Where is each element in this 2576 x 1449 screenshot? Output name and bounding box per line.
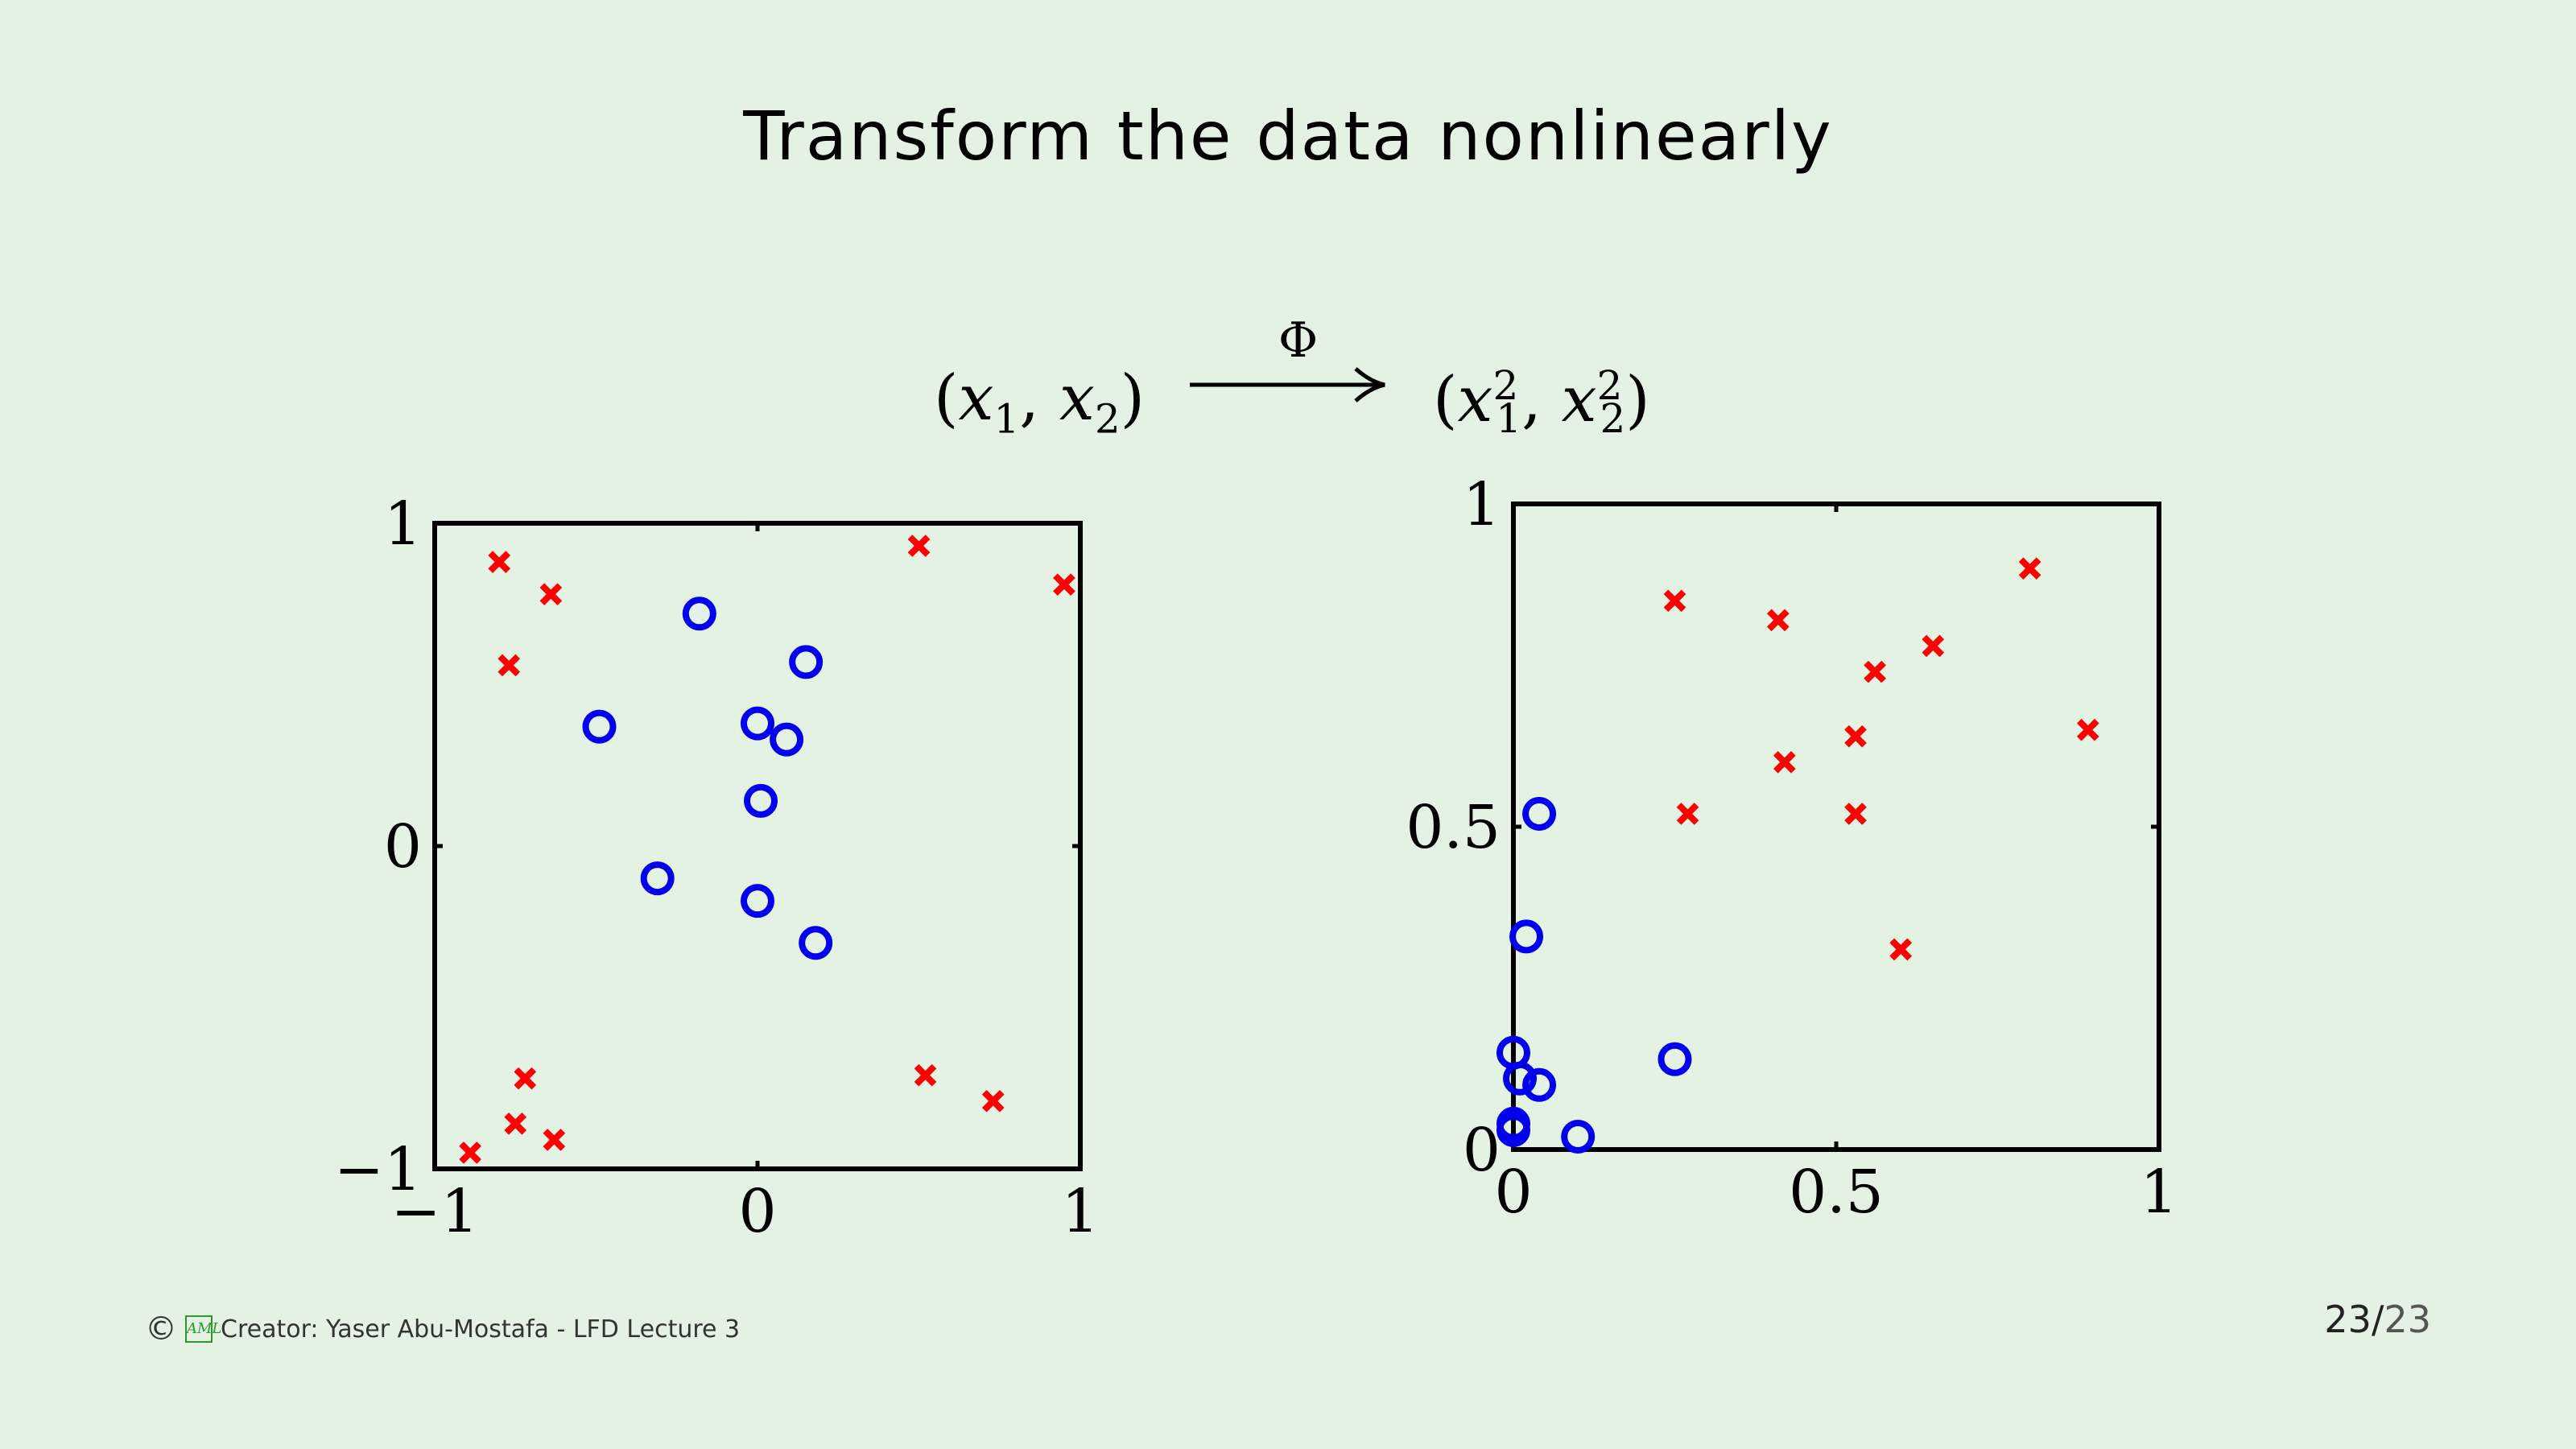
- footer-credit-text: Creator: Yaser Abu-Mostafa - LFD Lecture…: [221, 1315, 741, 1344]
- right-circle-point: [1522, 796, 1557, 831]
- right-y-tick-label: 0: [1463, 1116, 1501, 1185]
- left-y-tick-label: 0: [384, 812, 422, 881]
- right-circle-point: [1496, 1035, 1530, 1070]
- right-cross-point: [1864, 660, 1886, 683]
- right-circle-point: [1496, 1113, 1530, 1147]
- right-circle-point: [1503, 1061, 1538, 1096]
- footer-credit: © AML Creator: Yaser Abu-Mostafa - LFD L…: [145, 1311, 740, 1348]
- left-cross-point: [1053, 573, 1075, 597]
- input-space-expression: (x1, x2): [934, 362, 1146, 443]
- right-circle-point: [1496, 1106, 1530, 1141]
- right-x-tick-label: 0: [1494, 1158, 1532, 1227]
- left-circle-point: [770, 722, 804, 757]
- right-cross-point: [2076, 718, 2099, 741]
- right-circle-point: [1657, 1042, 1692, 1076]
- mapping-arrow-icon: [1190, 367, 1385, 402]
- left-circle-point: [741, 706, 774, 741]
- left-circle-point: [682, 597, 716, 631]
- right-cross-point: [1663, 589, 1686, 613]
- aml-logo: AML: [185, 1315, 221, 1343]
- right-circle-point: [1522, 1067, 1557, 1102]
- left-x-tick-label: −1: [390, 1177, 478, 1246]
- page-current: 23: [2324, 1298, 2372, 1341]
- right-x-tick-label: 0.5: [1789, 1158, 1884, 1227]
- page-separator: /: [2371, 1298, 2384, 1341]
- right-y-tick-label: 1: [1463, 470, 1501, 539]
- phi-symbol: Φ: [1278, 312, 1319, 369]
- left-y-tick-label: −1: [334, 1135, 422, 1204]
- left-cross-point: [543, 1129, 566, 1151]
- right-cross-point: [1766, 609, 1790, 632]
- left-cross-point: [459, 1141, 481, 1164]
- left-plot-frame: [432, 521, 1083, 1171]
- left-x-tick-label: 0: [738, 1177, 776, 1246]
- left-circle-point: [789, 645, 824, 679]
- feature-space-expression: (x21, x22): [1433, 362, 1650, 442]
- left-y-tick-label: 1: [384, 489, 422, 559]
- right-plot-frame: [1511, 502, 2161, 1152]
- right-cross-point: [1889, 938, 1913, 961]
- left-cross-point: [907, 535, 931, 557]
- right-cross-point: [1676, 803, 1699, 825]
- right-cross-point: [1844, 724, 1867, 748]
- right-y-tick-label: 0.5: [1406, 793, 1501, 862]
- left-cross-point: [497, 654, 521, 677]
- right-cross-point: [2018, 557, 2041, 580]
- left-cross-point: [981, 1089, 1005, 1113]
- copyright-icon: ©: [145, 1311, 177, 1348]
- page-total: 23: [2384, 1298, 2431, 1341]
- left-cross-point: [539, 583, 563, 606]
- left-circle-point: [582, 709, 617, 744]
- left-cross-point: [504, 1113, 527, 1135]
- right-circle-point: [1561, 1119, 1596, 1154]
- left-circle-point: [741, 884, 774, 919]
- left-cross-point: [488, 551, 511, 573]
- left-circle-point: [799, 926, 833, 960]
- left-circle-point: [640, 861, 675, 896]
- left-cross-point: [514, 1067, 537, 1090]
- right-cross-point: [1922, 634, 1945, 658]
- right-x-tick-label: 1: [2140, 1158, 2178, 1227]
- page-number: 23/23: [2324, 1298, 2431, 1341]
- right-circle-point: [1509, 919, 1544, 954]
- left-cross-point: [914, 1063, 937, 1087]
- right-cross-point: [1773, 750, 1796, 774]
- right-cross-point: [1844, 803, 1867, 825]
- left-x-tick-label: 1: [1061, 1177, 1099, 1246]
- left-circle-point: [744, 783, 778, 818]
- slide-title: Transform the data nonlinearly: [743, 97, 1833, 175]
